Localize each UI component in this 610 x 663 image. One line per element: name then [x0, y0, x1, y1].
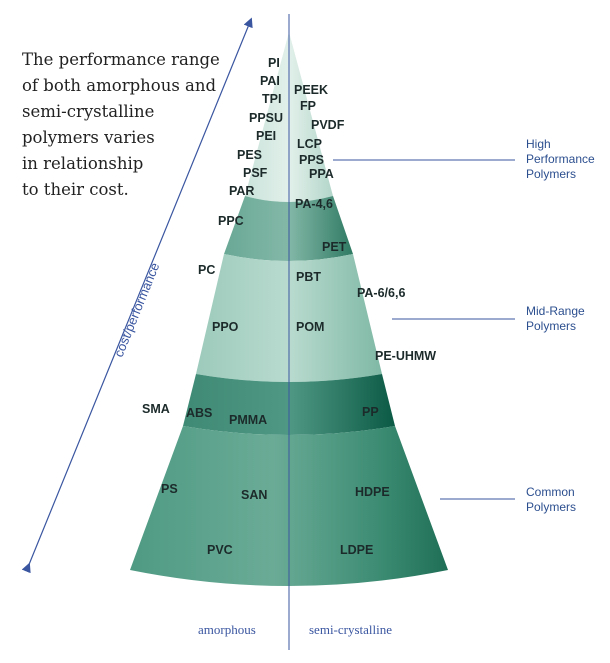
polymer-par: PAR	[229, 184, 254, 198]
polymer-psf: PSF	[243, 166, 268, 180]
polymer-pom: POM	[296, 320, 324, 334]
polymer-lcp: LCP	[297, 137, 322, 151]
polymer-ldpe: LDPE	[340, 543, 373, 557]
polymer-pbt: PBT	[296, 270, 321, 284]
polymer-pc: PC	[198, 263, 215, 277]
cost-performance-arrow	[21, 17, 253, 574]
amorphous-label: amorphous	[198, 622, 256, 637]
polymer-ppo: PPO	[212, 320, 239, 334]
polymer-ppc: PPC	[218, 214, 244, 228]
polymer-pvdf: PVDF	[311, 118, 345, 132]
polymer-pai: PAI	[260, 74, 280, 88]
polymer-pe-uhmw: PE-UHMW	[375, 349, 436, 363]
polymer-hdpe: HDPE	[355, 485, 390, 499]
polymer-pp: PP	[362, 405, 379, 419]
polymer-san: SAN	[241, 488, 267, 502]
polymer-sma: SMA	[142, 402, 170, 416]
polymer-pvc: PVC	[207, 543, 233, 557]
polymer-pps: PPS	[299, 153, 324, 167]
polymer-pmma: PMMA	[229, 413, 267, 427]
cost-performance-label: cost/performance	[111, 260, 163, 359]
polymer-pa-4-6: PA-4,6	[295, 197, 333, 211]
polymer-ps: PS	[161, 482, 178, 496]
polymer-pa-6-66: PA-6/6,6	[357, 286, 405, 300]
high-performance-label: High Performance Polymers	[526, 137, 598, 181]
polymer-tpi: TPI	[262, 92, 281, 106]
polymer-ppa: PPA	[309, 167, 334, 181]
polymer-abs: ABS	[186, 406, 212, 420]
polymer-pet: PET	[322, 240, 347, 254]
semi-crystalline-label: semi-crystalline	[309, 622, 392, 637]
polymer-pei: PEI	[256, 129, 276, 143]
polymer-peek: PEEK	[294, 83, 328, 97]
polymer-pes: PES	[237, 148, 262, 162]
common-polymers-label: Common Polymers	[526, 485, 578, 514]
polymer-ppsu: PPSU	[249, 111, 283, 125]
polymer-fp: FP	[300, 99, 316, 113]
polymer-pi: PI	[268, 56, 280, 70]
mid-range-label: Mid-Range Polymers	[526, 304, 588, 333]
